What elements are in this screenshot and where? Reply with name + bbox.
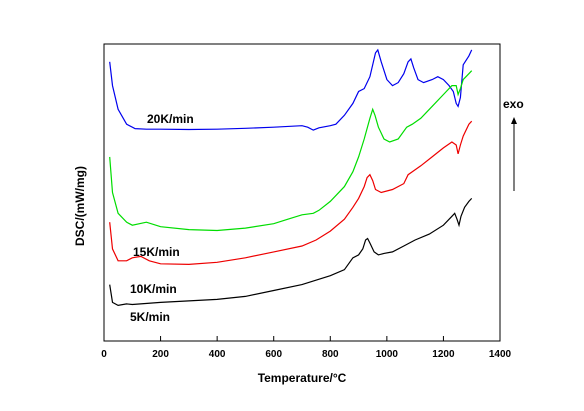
- series-label: 5K/min: [130, 310, 170, 324]
- x-tick-label: 400: [209, 349, 226, 360]
- curve-10k-min: [109, 120, 473, 266]
- series-label: 15K/min: [133, 245, 180, 259]
- plot-frame: [103, 43, 501, 342]
- x-tick-label: 1400: [489, 349, 512, 360]
- exo-arrow: [511, 117, 517, 191]
- exo-annotation: exo: [503, 97, 524, 111]
- y-axis-title: DSC/(mW/mg): [73, 166, 87, 246]
- series-label: 10K/min: [130, 282, 177, 296]
- dsc-curves: [109, 48, 473, 307]
- series-label: 20K/min: [147, 112, 194, 126]
- curve-20k-min: [109, 48, 473, 131]
- x-tick-label: 1000: [376, 349, 399, 360]
- x-tick-label: 800: [322, 349, 339, 360]
- curve-15k-min: [109, 70, 473, 232]
- x-tick-label: 600: [265, 349, 282, 360]
- curve-5k-min: [109, 197, 473, 307]
- series-labels: 20K/min 15K/min 10K/min 5K/min: [130, 112, 194, 324]
- x-tick-label: 1200: [432, 349, 455, 360]
- x-axis-title: Temperature/°C: [258, 371, 347, 385]
- x-axis: 0 200 400 600 800 1000 1200 1400: [101, 336, 512, 360]
- x-tick-label: 0: [101, 349, 107, 360]
- x-tick-label: 200: [152, 349, 169, 360]
